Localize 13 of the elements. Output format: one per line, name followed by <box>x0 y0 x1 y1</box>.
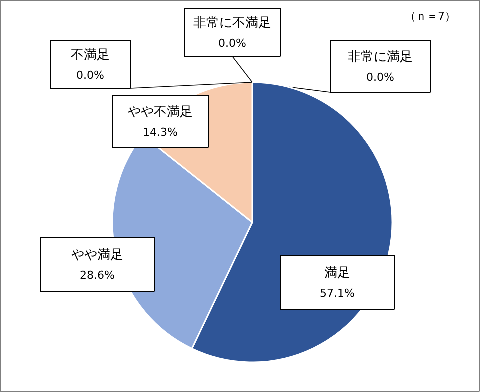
category-label: 非常に不満足 <box>194 16 272 31</box>
text: 0.0% <box>218 37 246 50</box>
slice-label: 満足 <box>324 266 350 281</box>
text: 0.0% <box>76 69 104 82</box>
slice-label: やや満足 <box>72 248 124 263</box>
text: 0.0% <box>366 71 394 84</box>
category-label: 非常に満足 <box>348 50 413 65</box>
data-label: 28.6% <box>80 269 115 282</box>
slice-label: やや不満足 <box>128 105 193 120</box>
category-label: 不満足 <box>71 48 110 63</box>
text: （ｎ＝7） <box>405 10 456 23</box>
data-label: 57.1% <box>320 287 355 300</box>
data-label: 14.3% <box>143 126 178 139</box>
